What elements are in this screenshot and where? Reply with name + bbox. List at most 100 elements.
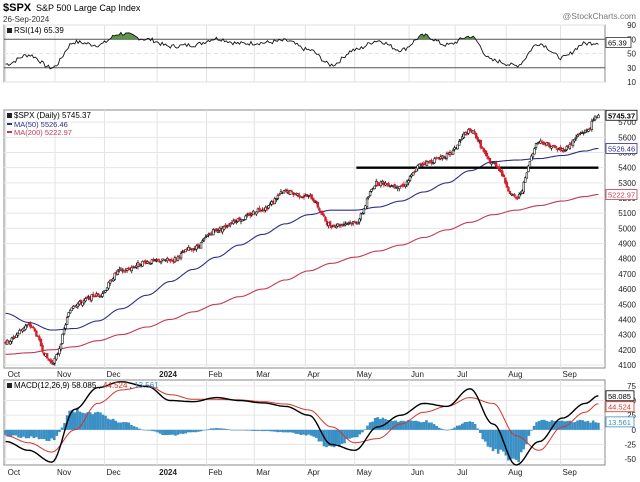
candle-body xyxy=(58,348,61,355)
macd-histogram-bar xyxy=(289,429,292,433)
macd-histogram-bar xyxy=(545,420,549,430)
macd-histogram-bar xyxy=(394,420,398,430)
price-candle xyxy=(319,210,323,215)
rsi-tick-label: 50 xyxy=(627,50,636,59)
price-candle xyxy=(70,307,73,312)
x-tick-label: Feb xyxy=(209,370,223,379)
candle-body xyxy=(504,177,507,184)
price-candle xyxy=(202,237,206,243)
price-candle xyxy=(508,190,512,195)
candle-body xyxy=(50,359,53,364)
candle-body xyxy=(59,343,63,350)
candle-body xyxy=(404,184,407,187)
price-candle xyxy=(379,180,383,188)
candle-body xyxy=(517,193,521,198)
candle-body xyxy=(574,137,578,139)
candle-body xyxy=(361,212,364,215)
price-last-box xyxy=(605,109,638,121)
candle-body xyxy=(45,353,49,359)
macd-histogram-bar xyxy=(589,422,592,430)
macd-histogram-bar xyxy=(430,422,433,430)
candle-body xyxy=(250,213,253,216)
candle-body xyxy=(87,296,90,298)
candle-body xyxy=(196,244,200,247)
macd-histogram-bar xyxy=(525,429,528,445)
price-candle xyxy=(350,222,353,227)
macd-histogram-bar xyxy=(527,429,531,436)
candle-body xyxy=(524,177,527,183)
macd-layer xyxy=(4,381,600,466)
price-candle xyxy=(215,228,218,232)
price-candle xyxy=(72,304,75,310)
candle-body xyxy=(494,162,498,167)
macd-histogram-bar xyxy=(47,429,51,442)
price-candle xyxy=(582,131,585,136)
macd-histogram-bar xyxy=(274,429,277,432)
macd-histogram-bar xyxy=(88,412,92,430)
axes-layer: Oct Oct Nov Nov Dec Dec 2024 2024 Feb Feb Mar Mar Ap… xyxy=(8,21,638,477)
price-candle xyxy=(58,346,61,357)
candle-body xyxy=(113,272,116,280)
macd-histogram-bar xyxy=(156,429,159,433)
macd-histogram-bar xyxy=(402,420,405,430)
price-candle xyxy=(361,211,364,215)
candle-body xyxy=(38,336,41,341)
candle-body xyxy=(501,170,504,177)
candle-body xyxy=(393,184,396,187)
candle-body xyxy=(155,260,158,262)
macd-histogram-bar xyxy=(591,420,595,430)
candle-body xyxy=(225,225,229,228)
macd-histogram-bar xyxy=(78,411,82,430)
candle-body xyxy=(473,131,476,134)
candle-body xyxy=(411,172,415,176)
x-tick-label: Dec xyxy=(106,370,120,379)
price-candle xyxy=(90,294,93,303)
price-candle xyxy=(196,243,200,249)
candle-body xyxy=(68,309,72,314)
macd-histogram-bar xyxy=(373,417,377,430)
candle-body xyxy=(328,221,332,227)
candle-body xyxy=(32,326,35,329)
x-tick-label: Sep xyxy=(563,370,578,379)
macd-histogram-bar xyxy=(463,422,467,430)
candle-body xyxy=(564,149,567,152)
candle-body xyxy=(433,158,436,164)
candle-body xyxy=(421,164,424,167)
candle-body xyxy=(536,142,539,145)
macd-histogram-bar xyxy=(151,429,154,432)
price-candle xyxy=(376,180,379,187)
candle-body xyxy=(222,225,226,230)
macd-histogram-bar xyxy=(450,428,454,430)
price-candle xyxy=(497,163,501,172)
macd-histogram-bar xyxy=(122,421,125,430)
macd-histogram-bar xyxy=(194,429,198,433)
candle-body xyxy=(90,294,93,301)
macd-histogram-bar xyxy=(443,429,446,431)
histogram-legend-value: 13.561 xyxy=(134,381,159,390)
candle-body xyxy=(201,240,204,243)
price-candle xyxy=(324,216,327,222)
macd-histogram-bar xyxy=(60,427,64,430)
candle-body xyxy=(12,336,15,339)
candle-body xyxy=(270,201,273,205)
macd-histogram-bar xyxy=(330,429,333,447)
macd-histogram-bar xyxy=(491,429,495,452)
price-tick-label: 5300 xyxy=(618,179,636,188)
macd-histogram-bar xyxy=(583,421,587,430)
price-tick-label: 4300 xyxy=(618,331,636,340)
macd-histogram-bar xyxy=(245,429,249,431)
candle-body xyxy=(55,354,58,360)
ma200-line xyxy=(5,193,599,355)
price-candle xyxy=(76,302,80,310)
candle-body xyxy=(235,221,238,224)
price-candle xyxy=(133,266,137,269)
macd-histogram-bar xyxy=(550,420,554,430)
candle-body xyxy=(72,306,75,309)
price-candle xyxy=(451,148,455,155)
macd-histogram-bar xyxy=(412,420,415,430)
price-candle xyxy=(393,183,396,190)
macd-legend-name: MACD(12,26,9) xyxy=(14,381,70,390)
candle-body xyxy=(108,279,112,284)
macd-histogram-bar xyxy=(27,429,30,439)
macd-histogram-bar xyxy=(335,429,339,445)
